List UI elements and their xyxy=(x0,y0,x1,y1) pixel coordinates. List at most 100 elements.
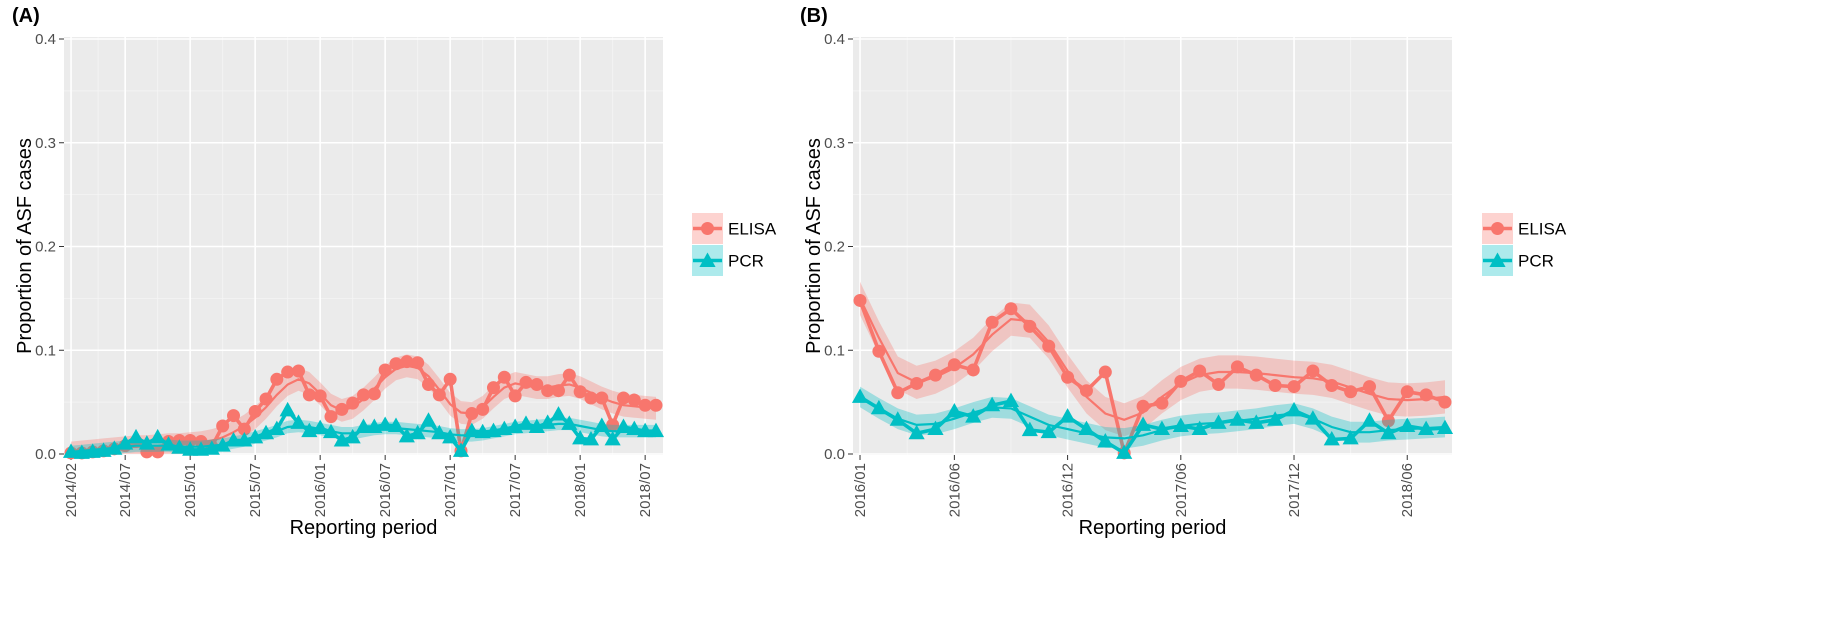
data-point xyxy=(1325,379,1339,393)
data-point xyxy=(1136,399,1150,413)
y-tick-label: 0.0 xyxy=(35,446,56,463)
data-point xyxy=(947,358,961,372)
data-point xyxy=(1042,339,1056,353)
y-tick-label: 0.4 xyxy=(35,31,56,48)
data-point xyxy=(927,420,944,436)
data-point xyxy=(985,315,999,329)
data-point xyxy=(443,372,457,386)
data-point xyxy=(171,439,188,454)
data-point xyxy=(1097,433,1114,448)
data-point xyxy=(378,363,392,377)
y-tick-label: 0.1 xyxy=(35,342,56,359)
data-point xyxy=(1361,412,1378,427)
data-point xyxy=(1363,380,1377,394)
data-point xyxy=(528,418,545,433)
data-point xyxy=(595,391,609,405)
x-tick-label: 2017/07 xyxy=(507,463,524,517)
legend-marker xyxy=(701,222,714,235)
chart-panel: 0.0 0.1 0.2 0.3 0.4 2014/02 2014/07 2015/01 2015… xyxy=(12,5,777,539)
data-point xyxy=(1040,423,1057,439)
data-point xyxy=(279,401,296,417)
data-point xyxy=(872,344,886,358)
data-point xyxy=(908,424,925,440)
data-point xyxy=(1002,392,1020,408)
series-pcr xyxy=(851,386,1454,459)
data-point xyxy=(551,384,565,398)
legend: ELISA PCR xyxy=(1482,213,1567,276)
y-axis-title: Proportion of ASF cases xyxy=(803,138,825,354)
data-point xyxy=(637,422,654,438)
data-point xyxy=(582,430,600,446)
data-point xyxy=(302,388,316,402)
data-point xyxy=(1021,421,1038,437)
y-axis-title: Proportion of ASF cases xyxy=(14,138,36,354)
legend-label: PCR xyxy=(1518,252,1554,271)
x-tick-label: 2016/06 xyxy=(946,463,963,517)
data-point xyxy=(562,368,576,382)
data-point xyxy=(1059,408,1076,423)
data-point xyxy=(257,424,275,440)
data-point xyxy=(497,370,511,384)
data-point xyxy=(1381,414,1395,428)
x-tick-label: 2015/01 xyxy=(182,463,199,517)
data-point xyxy=(290,414,307,429)
data-point xyxy=(647,422,665,438)
data-point xyxy=(1116,444,1133,459)
data-point xyxy=(1248,414,1265,429)
data-point xyxy=(400,355,414,369)
x-tick-label: 2016/01 xyxy=(312,463,329,517)
data-point xyxy=(928,368,942,382)
data-point xyxy=(367,387,381,401)
data-point xyxy=(541,384,555,398)
data-point xyxy=(984,396,1001,412)
data-point xyxy=(387,417,405,432)
data-point xyxy=(1267,411,1284,426)
data-point xyxy=(1287,380,1301,394)
data-point xyxy=(891,386,905,400)
y-tick-label: 0.2 xyxy=(35,239,56,256)
data-point xyxy=(431,424,448,440)
data-point xyxy=(1380,424,1397,440)
data-point xyxy=(1229,411,1246,426)
data-point xyxy=(615,418,632,433)
data-point xyxy=(1155,396,1169,410)
data-point xyxy=(853,293,867,307)
data-point xyxy=(550,406,567,421)
data-point xyxy=(1342,429,1359,445)
data-point xyxy=(248,404,262,418)
data-point xyxy=(357,388,370,402)
x-tick-label: 2014/02 xyxy=(63,463,80,517)
panel-label: (B) xyxy=(800,5,828,27)
data-point xyxy=(517,415,535,430)
data-point xyxy=(1174,374,1188,388)
data-point xyxy=(355,418,372,433)
data-point xyxy=(1061,370,1075,384)
data-point xyxy=(225,432,242,447)
data-point xyxy=(377,416,394,431)
data-point xyxy=(1079,384,1093,398)
x-axis-title: Reporting period xyxy=(290,517,438,539)
data-point xyxy=(1323,430,1340,446)
data-point xyxy=(519,375,533,389)
data-point xyxy=(1306,364,1320,378)
confidence-band xyxy=(860,281,1445,437)
x-tick-label: 2017/12 xyxy=(1286,463,1303,517)
data-point xyxy=(638,398,652,412)
data-point xyxy=(946,402,963,418)
data-point xyxy=(1399,417,1416,432)
data-point xyxy=(851,388,869,403)
data-point xyxy=(182,441,199,456)
legend-label: PCR xyxy=(728,252,764,271)
legend-marker xyxy=(1489,252,1506,267)
data-point xyxy=(463,422,480,438)
data-point xyxy=(1210,414,1227,429)
data-point xyxy=(1418,420,1435,436)
data-point xyxy=(281,365,295,379)
series-pcr xyxy=(62,401,665,459)
legend: ELISA PCR xyxy=(692,213,777,276)
data-point xyxy=(192,441,210,456)
data-point xyxy=(62,443,80,458)
data-point xyxy=(627,393,641,407)
smoothed-trend-line xyxy=(859,395,1446,440)
